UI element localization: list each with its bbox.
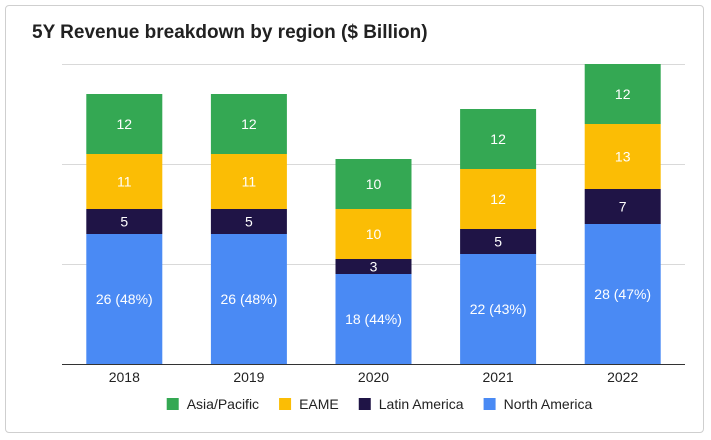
data-label-2020-north-america: 18 (44%) [345,311,402,327]
data-label-2021-asia-pacific: 12 [490,131,506,147]
bar-2022-eame [584,124,661,189]
bar-2021-north-america [460,254,537,364]
bar-2020-asia-pacific [335,159,412,209]
data-label-2018-north-america: 26 (48%) [96,291,153,307]
bar-2021-asia-pacific [460,109,537,169]
bar-2020-north-america [335,274,412,364]
legend-label-asia-pacific: Asia/Pacific [187,396,259,412]
x-tick-label-2019: 2019 [233,369,264,385]
data-label-2022-latin-america: 7 [619,199,627,215]
legend-label-latin-america: Latin America [379,396,464,412]
bar-2018-latin-america [86,209,163,234]
data-label-2019-asia-pacific: 12 [241,116,257,132]
data-label-2022-eame: 13 [615,149,631,165]
bar-2021-eame [460,169,537,229]
data-label-2021-eame: 12 [490,191,506,207]
legend-label-north-america: North America [504,396,593,412]
legend-swatch-north-america [483,398,496,410]
data-label-2018-asia-pacific: 12 [117,116,133,132]
data-label-2020-eame: 10 [366,226,382,242]
data-label-2019-north-america: 26 (48%) [220,291,277,307]
bar-2019-asia-pacific [210,94,287,154]
data-label-2019-eame: 11 [242,174,257,190]
x-tick-label-2022: 2022 [607,369,638,385]
x-axis-ticks: 2018 2019 2020 2021 2022 [109,369,639,385]
data-label-2022-north-america: 28 (47%) [594,286,651,302]
legend-label-eame: EAME [299,396,339,412]
bar-2019-latin-america [210,209,287,234]
legend-swatch-eame [279,398,292,410]
x-tick-label-2020: 2020 [358,369,389,385]
data-label-2021-north-america: 22 (43%) [470,301,527,317]
legend: Asia/Pacific EAME Latin America North Ameri… [166,396,593,412]
bar-2019-north-america [210,234,287,364]
data-label-2022-asia-pacific: 12 [615,86,631,102]
bar-2019-eame [210,154,287,209]
legend-swatch-asia-pacific [166,398,179,410]
bar-2022-asia-pacific [584,64,661,124]
data-label-2021-latin-america: 5 [494,234,502,250]
data-label-2020-asia-pacific: 10 [366,176,382,192]
data-label-2018-latin-america: 5 [120,214,128,230]
bar-2021-latin-america [460,229,537,254]
bar-2022-latin-america [584,189,661,224]
bar-2020-eame [335,209,412,259]
data-label-2020-latin-america: 3 [370,259,378,275]
bar-2018-asia-pacific [86,94,163,154]
bar-2020-latin-america [335,259,412,274]
bar-2018-eame [86,154,163,209]
x-tick-label-2021: 2021 [483,369,514,385]
bar-2022-north-america [584,224,661,364]
chart-title: 5Y Revenue breakdown by region ($ Billio… [32,22,428,43]
data-label-2019-latin-america: 5 [245,214,253,230]
data-label-2018-eame: 11 [117,174,132,190]
bar-2018-north-america [86,234,163,364]
legend-swatch-latin-america [358,398,371,410]
x-tick-label-2018: 2018 [109,369,140,385]
bar-segments: 26 (48%) 5 11 12 26 (48%) 5 11 12 18 (44%) 3 10 10 2… [86,64,661,364]
